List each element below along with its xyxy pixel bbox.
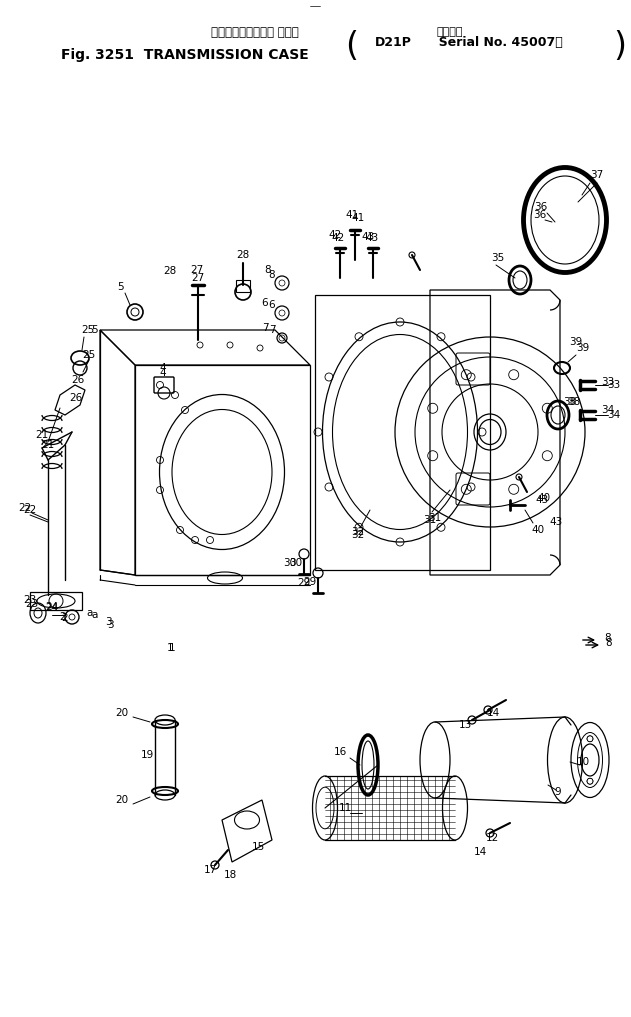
- Text: 5: 5: [117, 282, 123, 292]
- Text: 43: 43: [365, 233, 379, 243]
- Text: 38: 38: [563, 397, 577, 407]
- Text: 5: 5: [91, 325, 98, 335]
- Text: 36: 36: [533, 210, 546, 220]
- Text: 29: 29: [297, 578, 310, 588]
- Text: 42: 42: [328, 230, 341, 240]
- Text: 32: 32: [351, 527, 365, 537]
- Text: 27: 27: [191, 265, 204, 275]
- Text: 4: 4: [160, 363, 167, 373]
- Circle shape: [516, 474, 522, 480]
- Text: 7: 7: [269, 325, 275, 335]
- Text: 2: 2: [60, 612, 66, 622]
- Text: 3: 3: [105, 617, 111, 627]
- Text: 1: 1: [168, 643, 175, 653]
- Text: 17: 17: [203, 865, 216, 875]
- Text: 12: 12: [485, 833, 498, 843]
- Text: 23: 23: [25, 599, 38, 609]
- Text: 適用号機: 適用号機: [437, 27, 463, 37]
- Text: 7: 7: [262, 323, 268, 333]
- Text: 6: 6: [262, 298, 268, 308]
- Text: 14: 14: [487, 708, 500, 718]
- Text: 25: 25: [81, 325, 95, 335]
- Text: 41: 41: [345, 210, 358, 220]
- Text: 14: 14: [473, 847, 487, 857]
- Text: 39: 39: [569, 337, 582, 347]
- Text: 32: 32: [351, 530, 365, 540]
- Text: 40: 40: [531, 525, 545, 535]
- Text: 26: 26: [69, 393, 83, 403]
- Text: 13: 13: [458, 720, 471, 730]
- Text: 43: 43: [535, 495, 548, 505]
- Text: 34: 34: [601, 405, 615, 415]
- Text: 43: 43: [550, 517, 563, 527]
- Circle shape: [484, 706, 492, 714]
- Text: 24: 24: [45, 603, 59, 613]
- Circle shape: [486, 829, 494, 837]
- Text: 34: 34: [608, 410, 621, 420]
- Text: 4: 4: [160, 368, 167, 378]
- Text: 25: 25: [83, 350, 96, 360]
- Text: 30: 30: [283, 558, 297, 569]
- Text: 29: 29: [304, 577, 317, 587]
- Text: 36: 36: [534, 202, 548, 212]
- Text: 27: 27: [191, 273, 204, 283]
- Text: 28: 28: [163, 266, 177, 276]
- Text: 8: 8: [604, 633, 611, 643]
- Text: 31: 31: [423, 515, 437, 525]
- Text: 16: 16: [333, 747, 346, 757]
- Text: 11: 11: [338, 803, 351, 813]
- Text: D21P: D21P: [375, 36, 412, 49]
- Text: 15: 15: [251, 842, 264, 852]
- Text: 21: 21: [35, 430, 49, 440]
- Text: Serial No. 45007～: Serial No. 45007～: [430, 36, 563, 49]
- Circle shape: [468, 716, 476, 724]
- Text: 2: 2: [62, 613, 68, 623]
- Text: トランスミッション ケース: トランスミッション ケース: [211, 25, 299, 39]
- Text: 20: 20: [115, 708, 129, 718]
- Text: 37: 37: [591, 170, 604, 180]
- Text: 35: 35: [492, 253, 505, 263]
- Text: 21: 21: [42, 440, 55, 450]
- Text: 38: 38: [567, 397, 581, 407]
- Text: 41: 41: [351, 213, 365, 223]
- Text: 10: 10: [577, 757, 589, 767]
- Text: 23: 23: [23, 595, 37, 605]
- Text: a: a: [87, 608, 93, 618]
- Text: 43: 43: [362, 232, 375, 242]
- Circle shape: [409, 252, 415, 258]
- Text: 42: 42: [331, 233, 345, 243]
- Text: 19: 19: [140, 750, 153, 760]
- Text: (: (: [346, 31, 358, 63]
- Text: 31: 31: [428, 513, 442, 523]
- Text: 6: 6: [269, 300, 275, 310]
- Text: 33: 33: [601, 377, 615, 387]
- Text: 8: 8: [269, 270, 275, 280]
- Text: a: a: [92, 610, 98, 620]
- Circle shape: [211, 861, 219, 869]
- Text: 30: 30: [290, 558, 302, 569]
- Text: 22: 22: [18, 503, 32, 513]
- Text: 22: 22: [23, 505, 37, 515]
- Text: Fig. 3251  TRANSMISSION CASE: Fig. 3251 TRANSMISSION CASE: [61, 48, 309, 62]
- Text: 33: 33: [608, 380, 621, 390]
- Text: 8: 8: [606, 638, 612, 648]
- Text: 18: 18: [223, 870, 237, 880]
- Text: 40: 40: [538, 493, 551, 503]
- Text: 26: 26: [71, 375, 85, 385]
- Text: 8: 8: [264, 265, 271, 275]
- Text: 28: 28: [237, 250, 250, 260]
- Text: 20: 20: [115, 795, 129, 805]
- Text: ): ): [613, 31, 627, 63]
- Text: 9: 9: [555, 787, 562, 797]
- Text: 3: 3: [107, 620, 114, 630]
- Text: 39: 39: [576, 343, 589, 353]
- Text: 1: 1: [167, 643, 174, 653]
- Text: 24: 24: [45, 602, 59, 612]
